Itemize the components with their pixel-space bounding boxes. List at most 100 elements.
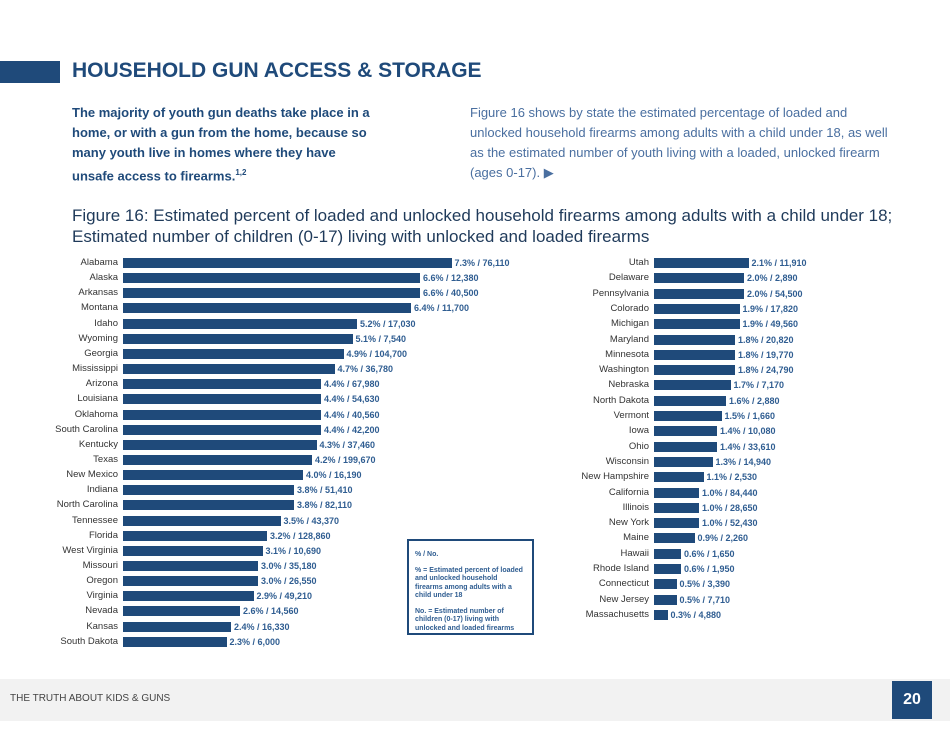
state-label: West Virginia (62, 544, 118, 556)
bar (654, 518, 699, 529)
state-label: Nevada (85, 605, 118, 617)
data-label: 6.6% / 12,380 (423, 273, 479, 284)
data-label: 3.0% / 26,550 (261, 576, 317, 587)
data-label: 0.9% / 2,260 (697, 533, 749, 544)
bar (123, 515, 281, 526)
state-label: Kentucky (78, 438, 118, 450)
data-label: 4.9% / 104,700 (346, 348, 408, 359)
footer-band (0, 679, 950, 721)
bar (123, 606, 240, 617)
state-label: Hawaii (620, 547, 649, 559)
state-label: North Carolina (56, 499, 118, 511)
bar (654, 365, 735, 376)
data-label: 4.7% / 36,780 (337, 364, 394, 375)
header-accent-bar (0, 61, 60, 83)
state-label: Illinois (622, 501, 649, 513)
state-label: Arkansas (78, 287, 118, 299)
bar (123, 530, 267, 541)
data-label: 5.2% / 17,030 (360, 318, 416, 329)
bar (654, 487, 699, 498)
data-label: 1.9% / 17,820 (742, 303, 799, 314)
bar (654, 472, 704, 483)
data-label: 1.4% / 33,610 (720, 441, 776, 452)
bar (123, 500, 294, 511)
state-label: Montana (81, 302, 118, 314)
bar (123, 636, 227, 647)
state-label: Mississippi (72, 363, 118, 375)
state-label: Oklahoma (74, 408, 118, 420)
bar (123, 439, 317, 450)
data-label: 7.3% / 76,110 (454, 258, 510, 268)
state-label: Alabama (80, 257, 119, 268)
bar (654, 564, 681, 574)
bar (123, 318, 357, 329)
bar (654, 349, 735, 360)
data-label: 5.1% / 7,540 (355, 333, 407, 344)
state-label: New Mexico (66, 469, 118, 481)
data-label: 1.0% / 28,650 (702, 502, 758, 513)
data-label: 2.3% / 6,000 (229, 636, 281, 647)
data-label: 3.8% / 82,110 (297, 500, 353, 511)
state-label: Washington (599, 364, 649, 376)
state-label: Wyoming (78, 332, 118, 344)
data-label: 1.6% / 2,880 (729, 395, 780, 406)
legend-pct: % = Estimated percent of loaded and unlo… (415, 566, 523, 600)
bar (654, 380, 731, 391)
data-label: 1.8% / 20,820 (738, 334, 794, 345)
bar (123, 303, 411, 314)
bar (123, 258, 452, 268)
state-label: Georgia (84, 347, 118, 359)
intro-text: Figure 16 shows by state the estimated p… (470, 105, 888, 180)
bar (123, 333, 353, 344)
data-label: 2.0% / 2,890 (747, 273, 798, 284)
state-label: Kansas (86, 620, 118, 632)
state-label: Utah (628, 257, 649, 268)
state-label: Missouri (82, 560, 118, 571)
data-label: 0.6% / 1,650 (684, 548, 735, 559)
bar (654, 502, 699, 513)
state-label: Delaware (608, 272, 649, 284)
bar (654, 426, 717, 437)
state-label: Idaho (94, 317, 118, 329)
data-label: 6.4% / 11,700 (414, 303, 470, 314)
data-label: 4.4% / 42,200 (324, 424, 380, 435)
state-label: Texas (93, 453, 118, 465)
data-label: 3.1% / 10,690 (265, 545, 322, 556)
data-label: 3.2% / 128,860 (270, 530, 331, 541)
data-label: 1.5% / 1,660 (724, 411, 776, 421)
data-label: 2.6% / 14,560 (243, 606, 299, 617)
bar (123, 273, 420, 284)
bar (123, 561, 258, 571)
state-label: South Dakota (60, 635, 118, 647)
bar (123, 545, 263, 556)
state-label: Minnesota (605, 348, 649, 360)
state-label: Pennsylvania (592, 287, 649, 299)
legend-no: No. = Estimated number of children (0-17… (415, 607, 515, 632)
state-label: Nebraska (608, 379, 649, 391)
bar (654, 579, 677, 590)
state-label: Iowa (628, 425, 649, 437)
page-number: 20 (892, 681, 932, 719)
lead-text: The majority of youth gun deaths take pl… (72, 103, 372, 186)
bar (654, 288, 744, 299)
data-label: 3.0% / 35,180 (261, 561, 317, 571)
data-label: 1.8% / 24,790 (738, 365, 794, 376)
state-label: Maine (623, 532, 649, 544)
bar (123, 348, 344, 359)
state-label: Maryland (609, 333, 649, 345)
data-label: 0.5% / 3,390 (679, 579, 731, 590)
bar (654, 411, 722, 421)
data-label: 4.4% / 54,630 (324, 394, 380, 405)
data-label: 6.6% / 40,500 (423, 288, 479, 299)
bar (123, 364, 335, 375)
data-label: 4.4% / 67,980 (324, 379, 380, 390)
bar (654, 548, 681, 559)
state-label: South Carolina (55, 423, 118, 435)
data-label: 4.4% / 40,560 (324, 409, 380, 420)
bar (123, 576, 258, 587)
state-label: Alaska (89, 272, 118, 284)
bar (654, 273, 744, 284)
state-label: Rhode Island (593, 563, 649, 574)
bar (654, 395, 726, 406)
